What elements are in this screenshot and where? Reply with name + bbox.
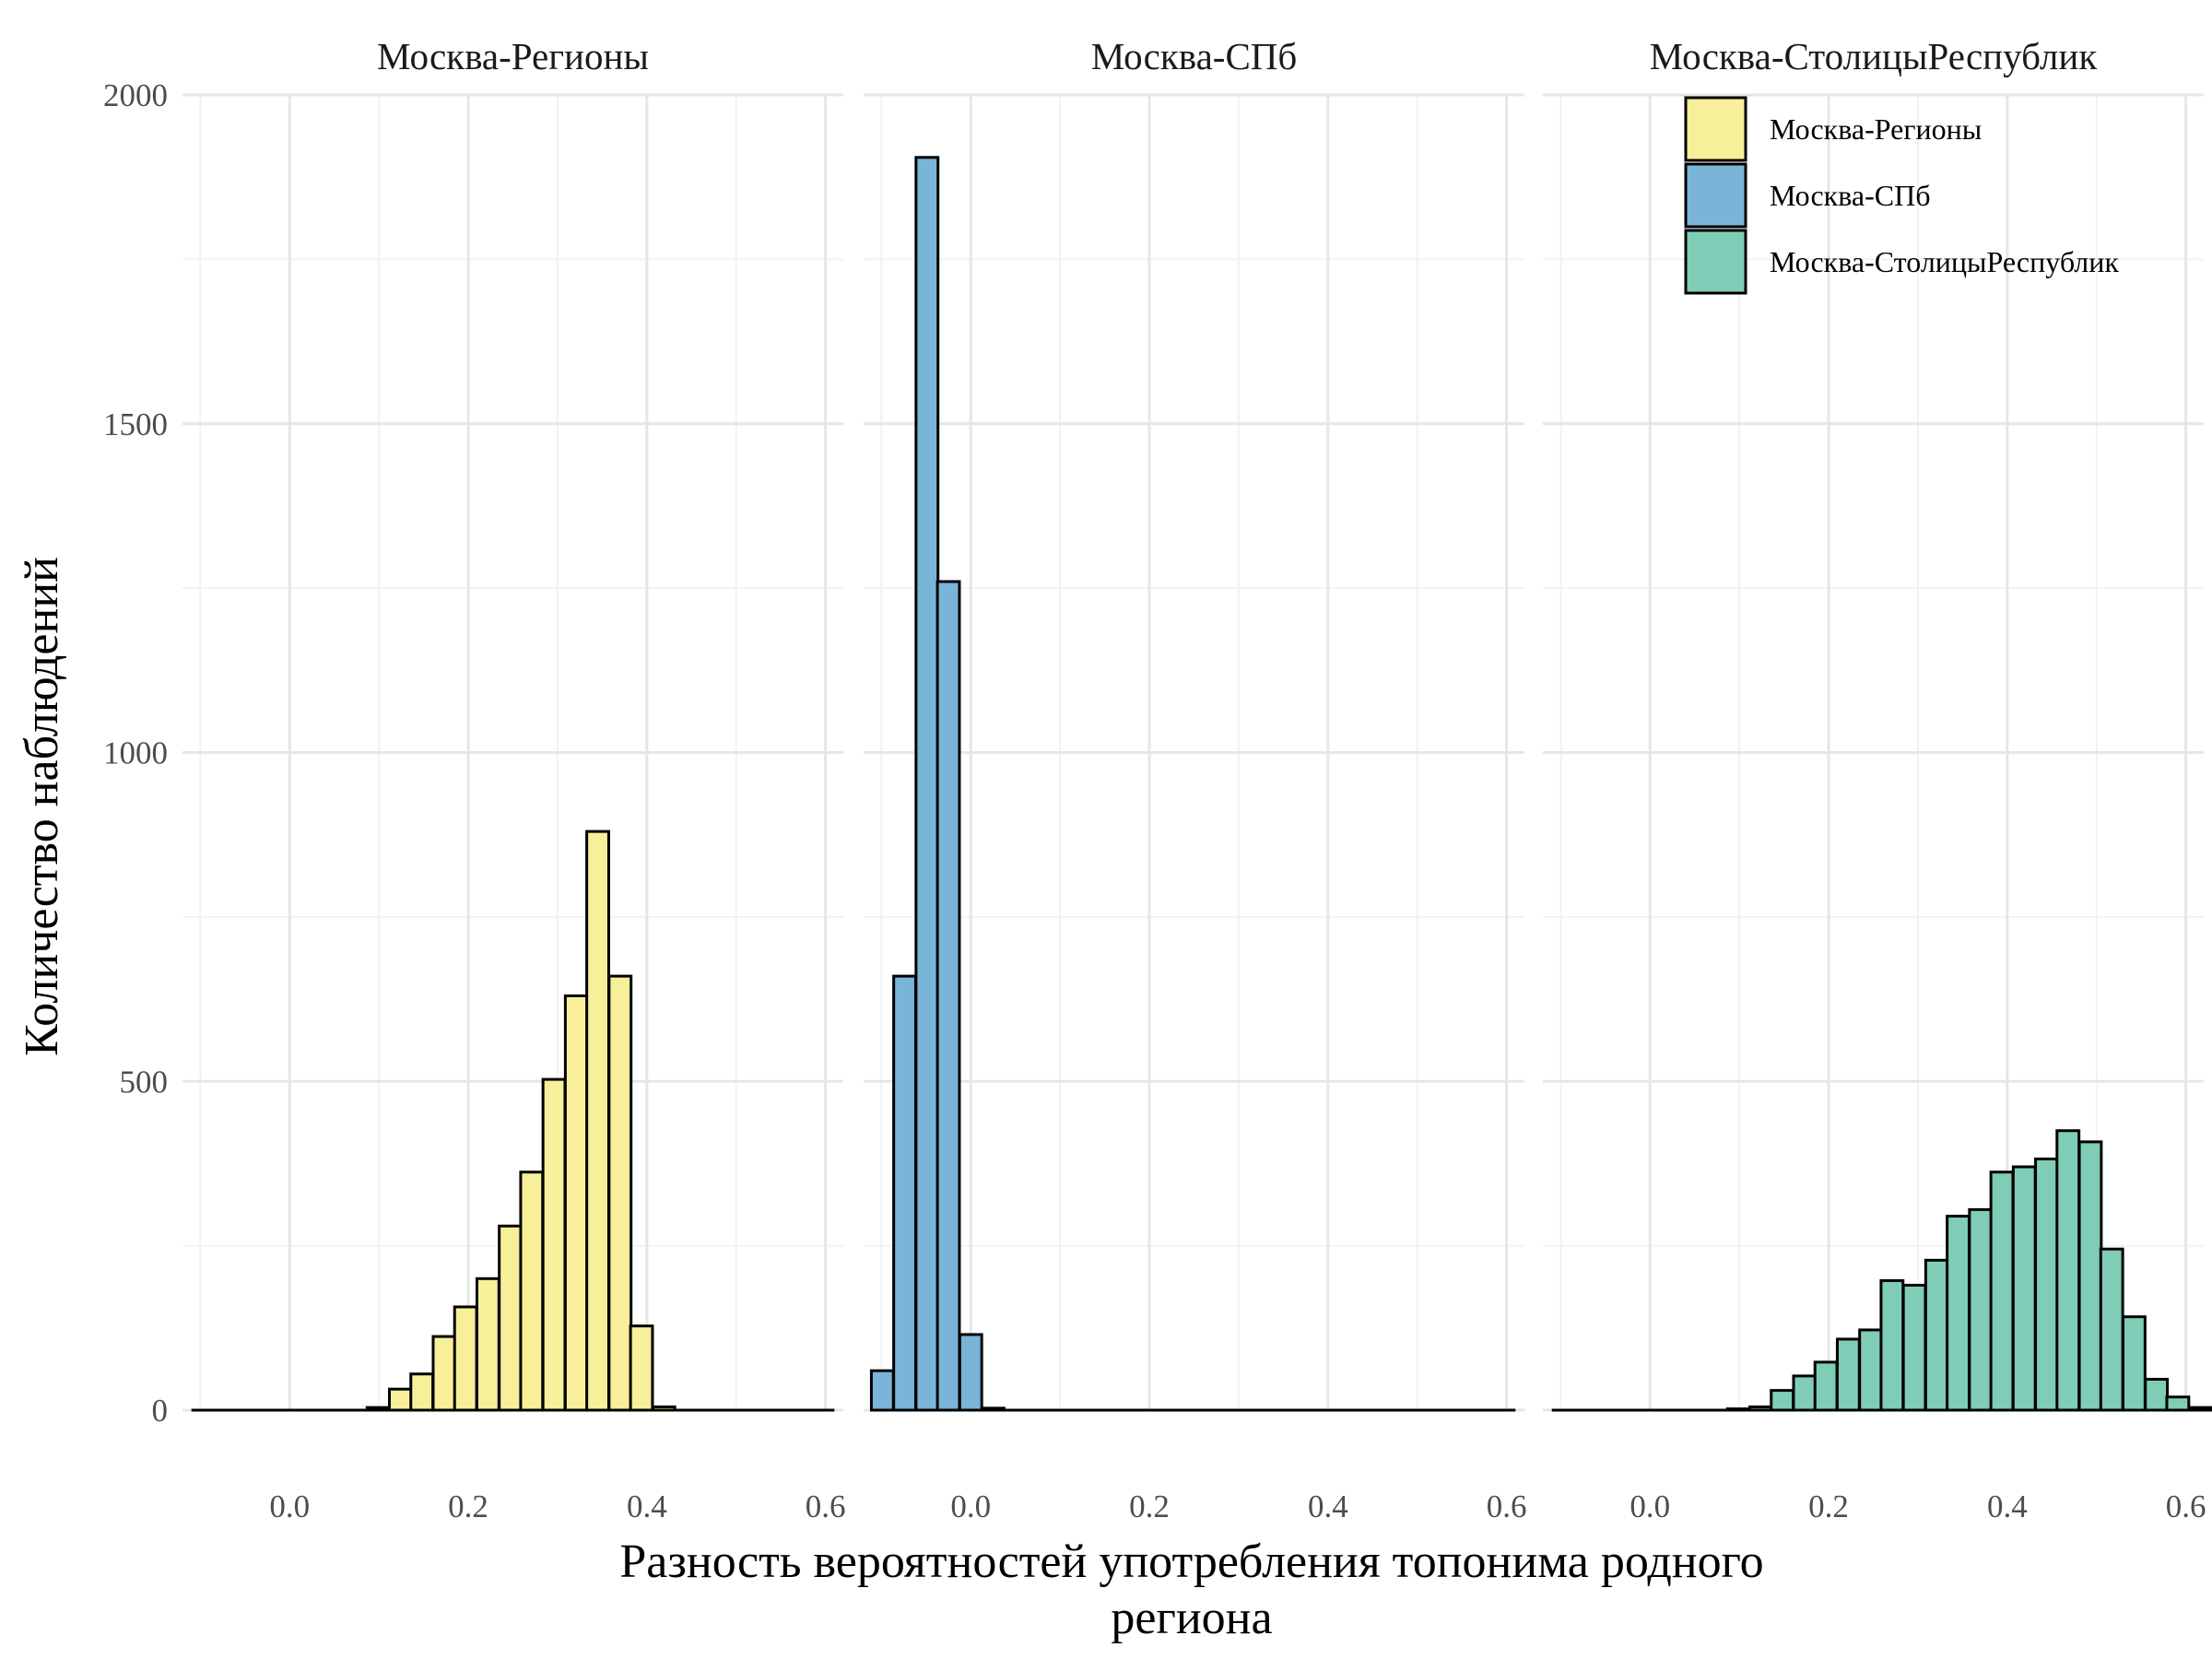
histogram-bar — [1725, 1407, 1751, 1412]
x-tick-label: 0.0 — [950, 1488, 991, 1524]
y-axis-title: Количество наблюдений — [16, 557, 68, 1056]
histogram-bar — [409, 1372, 435, 1412]
histogram-bar — [651, 1405, 677, 1412]
facet-title: Москва-Регионы — [377, 35, 649, 77]
histogram-bar — [498, 1224, 524, 1412]
histogram-bar — [431, 1335, 457, 1412]
histogram-bar — [1924, 1258, 1949, 1412]
histogram-bar — [2077, 1140, 2103, 1412]
histogram-bar — [981, 1406, 1006, 1412]
facet-panel: 0.0 0.2 0.4 0.6 Москва-СтолицыРеспублик — [1543, 35, 2212, 1524]
histogram-bar — [2165, 1395, 2191, 1412]
histogram-bar — [607, 974, 633, 1412]
histogram-bar — [1747, 1405, 1773, 1412]
histogram-bar — [1879, 1278, 1905, 1412]
facet-panel: 0.0 0.2 0.4 0.6 Москва-СПб — [864, 35, 1526, 1524]
histogram-bar — [1968, 1207, 1994, 1412]
histogram-bar — [1901, 1283, 1927, 1412]
histogram-bar — [2099, 1247, 2124, 1412]
y-tick-label: 500 — [120, 1064, 169, 1100]
x-tick-label: 0.0 — [269, 1488, 310, 1524]
histogram-bar — [541, 1077, 567, 1412]
histogram-bar — [453, 1305, 478, 1412]
histogram-bar — [2122, 1315, 2147, 1412]
histogram-bar — [585, 830, 610, 1412]
facet-panel: 0.0 0.2 0.4 0.6 Москва-Регионы — [182, 35, 845, 1524]
x-tick-label: 0.6 — [806, 1488, 846, 1524]
histogram-bar — [914, 156, 940, 1412]
facet-title: Москва-СтолицыРеспублик — [1650, 35, 2098, 77]
legend-label: Москва-СПб — [1770, 179, 1930, 212]
x-tick-label: 0.4 — [627, 1488, 667, 1524]
x-tick-label: 0.2 — [448, 1488, 488, 1524]
histogram-bar — [1835, 1337, 1861, 1412]
histogram-bar — [629, 1324, 654, 1412]
facet-title: Москва-СПб — [1091, 35, 1298, 77]
histogram-bar — [563, 994, 589, 1412]
x-tick-label: 0.6 — [2166, 1488, 2206, 1524]
legend: Москва-Регионы Москва-СПб Москва-СтолицыРе… — [1684, 96, 2119, 295]
legend-label: Москва-Регионы — [1770, 112, 1982, 146]
histogram-bar — [1858, 1328, 1884, 1412]
legend-label: Москва-СтолицыРеспублик — [1770, 245, 2119, 278]
histogram-bar — [2011, 1165, 2037, 1412]
histogram-bar — [935, 580, 961, 1412]
x-tick-label: 0.0 — [1630, 1488, 1670, 1524]
histogram-bar — [475, 1277, 500, 1412]
x-axis-title-line-1: Разность вероятностей употребления топон… — [619, 1535, 1763, 1588]
x-tick-label: 0.2 — [1129, 1488, 1170, 1524]
y-tick-label: 0 — [152, 1393, 169, 1429]
x-tick-label: 0.2 — [1808, 1488, 1849, 1524]
legend-key — [1684, 96, 1747, 162]
histogram-bar — [869, 1369, 895, 1412]
y-tick-label: 2000 — [103, 77, 168, 113]
histogram-bar — [2187, 1406, 2212, 1412]
y-axis: 0 500 1000 1500 2000 — [103, 77, 168, 1429]
histogram-bar — [1946, 1215, 1971, 1412]
y-tick-label: 1500 — [103, 406, 168, 442]
histogram-bar — [1792, 1374, 1818, 1412]
histogram-bar — [1813, 1360, 1839, 1412]
histogram-bar — [2144, 1377, 2170, 1412]
histogram-bar — [1770, 1389, 1795, 1412]
legend-key — [1684, 162, 1747, 229]
histogram-bar — [365, 1406, 391, 1412]
x-axis-title-line-2: региона — [1111, 1592, 1272, 1644]
histogram-bar — [2055, 1129, 2081, 1412]
legend-key — [1684, 229, 1747, 295]
x-tick-label: 0.4 — [1308, 1488, 1348, 1524]
histogram-bar — [519, 1171, 545, 1412]
histogram-bar — [1989, 1171, 2015, 1412]
histogram-bar — [892, 974, 917, 1412]
y-tick-label: 1000 — [103, 735, 168, 771]
histogram-bar — [958, 1333, 983, 1412]
facet-panels: 0.0 0.2 0.4 0.6 Москва-Регионы 0.0 0.2 0.4 0.6 Мо… — [182, 35, 2212, 1524]
histogram-bar — [2034, 1157, 2059, 1412]
histogram-bar — [387, 1387, 413, 1412]
x-tick-label: 0.4 — [1987, 1488, 2028, 1524]
x-tick-label: 0.6 — [1487, 1488, 1527, 1524]
